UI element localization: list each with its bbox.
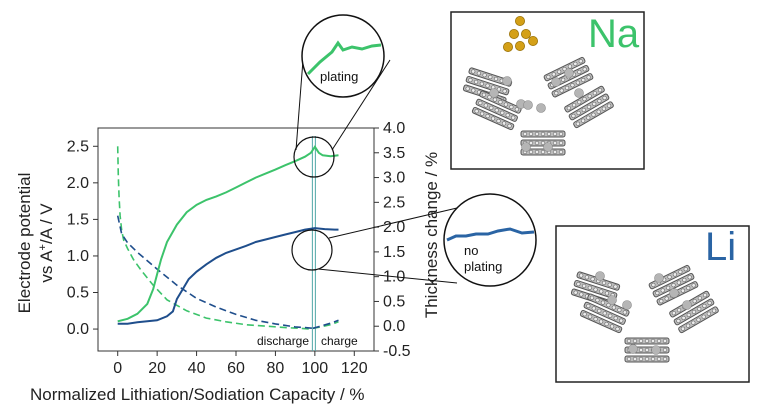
y-left-tick-label: 0.0 (67, 321, 89, 338)
x-tick-label: 60 (227, 360, 245, 377)
no-plating-zoom-line-top (328, 207, 458, 239)
ion (669, 288, 679, 298)
series-li_potential_charge (312, 319, 339, 330)
plated-atom (521, 28, 532, 39)
y-right-tick-label: 0.0 (383, 318, 405, 335)
y-left-axis-label-sup: + (37, 244, 49, 250)
x-tick-label: 80 (267, 360, 285, 377)
li-label: Li (705, 225, 736, 269)
y-right-tick-label: 4.0 (383, 120, 405, 137)
y-right-tick-label: 0.5 (383, 293, 405, 310)
ion (536, 103, 546, 113)
ion (551, 77, 561, 87)
no-plating-label-line1: no (464, 243, 478, 258)
x-tick-label: 0 (113, 360, 122, 377)
axis-ticks: 0 20 40 60 80 100 120 0.0 0.5 1.0 1.5 2.0 2.5 -0.5 0.0… (67, 120, 411, 377)
series-na_potential (116, 146, 311, 330)
li-panel: Li (555, 225, 750, 383)
graphite-sheet (520, 130, 566, 156)
na-label: Na (588, 12, 640, 56)
plating-zoom-line-right (331, 59, 391, 151)
plating-zoom-circle (301, 14, 385, 98)
y-right-tick-label: 2.5 (383, 194, 405, 211)
x-tick-label: 20 (148, 360, 166, 377)
graphite-sheet (579, 293, 630, 334)
y-left-tick-label: 2.5 (67, 138, 89, 155)
series-layer (116, 144, 339, 330)
plated-atom (515, 41, 526, 52)
ion (523, 100, 533, 110)
no-plating-zoom-curve (446, 227, 535, 242)
y-left-tick-label: 2.0 (67, 175, 89, 192)
ion (622, 300, 632, 310)
discharge-label: discharge (257, 334, 309, 348)
ion (628, 344, 638, 354)
plating-source-circle (293, 136, 335, 178)
plated-atom (508, 28, 519, 39)
charge-label: charge (321, 334, 358, 348)
ion (682, 300, 692, 310)
ion (607, 295, 617, 305)
plated-atom (515, 15, 526, 26)
no-plating-zoom-circle (443, 193, 537, 287)
y-left-tick-label: 0.5 (67, 285, 89, 302)
graphite-sheet (564, 85, 614, 129)
y-right-tick-label: -0.5 (383, 343, 411, 360)
plating-zoom-line-left (295, 59, 304, 151)
y-right-axis-label: Thickness change / % (422, 152, 441, 318)
ion (543, 142, 553, 152)
ion (595, 271, 605, 281)
graphite-sheet (648, 264, 699, 306)
x-tick-label: 100 (302, 360, 329, 377)
y-right-tick-label: 3.5 (383, 145, 405, 162)
series-li_thickness (117, 227, 339, 325)
no-plating-zoom-line-bottom (317, 268, 458, 284)
plating-label: plating (320, 69, 358, 84)
chart: 0 20 40 60 80 100 120 0.0 0.5 1.0 1.5 2.0 2.5 -0.5 0.0… (15, 120, 441, 404)
no-plating-source-circle (291, 229, 333, 271)
ion (564, 68, 574, 78)
no-plating-label-line2: plating (464, 259, 502, 274)
plating-callout: plating (293, 14, 391, 178)
series-na_thickness (117, 144, 339, 323)
plated-atom (502, 42, 513, 53)
ion (489, 88, 499, 98)
x-tick-label: 120 (341, 360, 368, 377)
na-graphite-layers (462, 56, 614, 156)
y-right-tick-label: 1.5 (383, 244, 405, 261)
plated-atom (528, 36, 539, 47)
y-left-tick-label: 1.5 (67, 211, 89, 228)
ion (521, 142, 531, 152)
li-graphite-layers (570, 264, 719, 363)
no-plating-callout: no plating (291, 193, 537, 287)
y-left-axis-label-line1: Electrode potential (15, 173, 34, 314)
ion (654, 273, 664, 283)
plating-zoom-curve (306, 40, 382, 76)
ion (574, 88, 584, 98)
ion (502, 76, 512, 86)
series-li_potential (116, 215, 313, 330)
y-right-tick-label: 3.0 (383, 170, 405, 187)
y-right-tick-label: 2.0 (383, 219, 405, 236)
plot-frame (97, 127, 375, 352)
x-tick-label: 40 (188, 360, 206, 377)
na-plated-metal-atoms (502, 15, 539, 53)
graphite-sheet (543, 56, 594, 98)
x-axis-label: Normalized Lithiation/Sodiation Capacity… (30, 385, 365, 404)
y-left-axis-label-line2: vs A+/A / V (37, 203, 56, 283)
y-left-tick-label: 1.0 (67, 248, 89, 265)
na-panel: Na (450, 11, 645, 170)
ion (651, 345, 661, 355)
graphite-sheet (471, 90, 522, 131)
